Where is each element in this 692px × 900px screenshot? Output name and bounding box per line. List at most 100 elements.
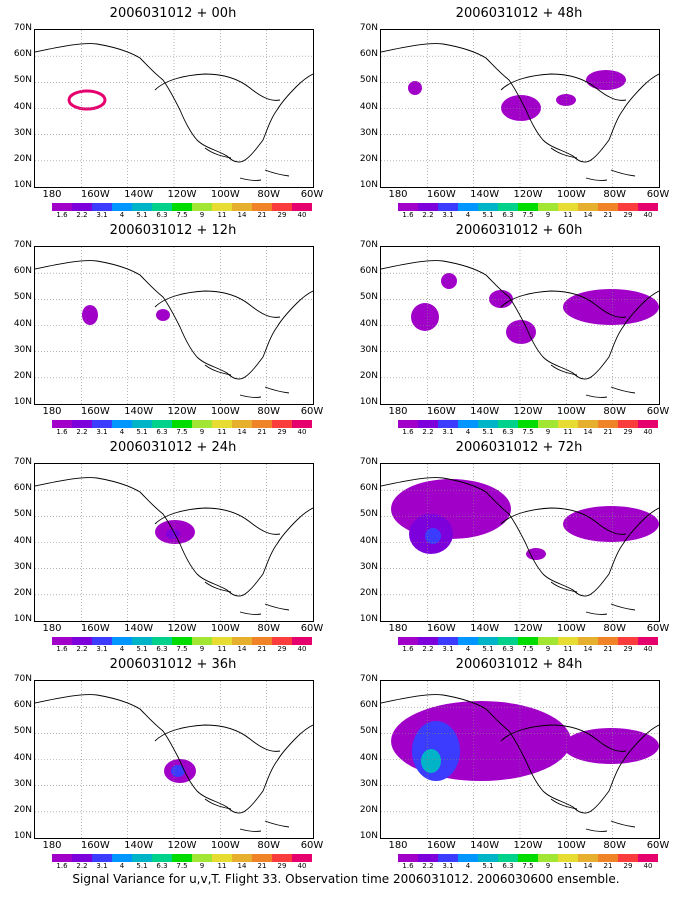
colorbar-label: 14: [237, 645, 247, 653]
longitude-label: 120W: [167, 623, 197, 634]
longitude-label: 80W: [257, 406, 280, 417]
map-frame: [380, 246, 660, 405]
colorbar-swatch: [478, 637, 498, 645]
colorbar-swatch: [478, 854, 498, 862]
colorbar-label: 29: [277, 211, 287, 219]
colorbar-swatch: [212, 420, 232, 428]
colorbar-label: 14: [237, 428, 247, 436]
colorbar-swatch: [498, 854, 518, 862]
coastline: [381, 477, 659, 597]
colorbar-label: 29: [277, 428, 287, 436]
colorbar-swatch: [52, 854, 72, 862]
colorbar-swatch: [398, 637, 418, 645]
signal-region: [411, 303, 439, 331]
longitude-label: 140W: [124, 623, 154, 634]
map-frame: [380, 463, 660, 622]
coastline: [154, 290, 281, 318]
latitude-label: 60N: [13, 49, 32, 60]
longitude-label: 120W: [513, 406, 543, 417]
longitude-label: 180: [42, 189, 62, 200]
panel-title: 2006031012 + 12h: [109, 223, 237, 238]
longitude-label: 80W: [257, 189, 280, 200]
latitude-label: 10N: [359, 397, 378, 407]
signal-region: [556, 94, 576, 106]
coastline: [381, 43, 659, 163]
map-panel: 2006031012 + 24h 70N 60N 50N 40N 30N 20N 10N 180…: [0, 434, 346, 653]
colorbar-label: 14: [583, 645, 593, 653]
latitude-label: 50N: [13, 726, 32, 737]
map-canvas: [381, 464, 659, 621]
colorbar-label: 14: [583, 211, 593, 219]
longitude-label: 160W: [80, 189, 110, 200]
longitude-label: 160W: [426, 406, 456, 417]
colorbar-swatch: [638, 203, 658, 211]
colorbar-swatch: [418, 854, 438, 862]
colorbar-label: 9: [199, 428, 205, 436]
colorbar-label: 3.1: [96, 428, 108, 436]
colorbar-label: 21: [603, 211, 613, 219]
colorbar-label: 2.2: [422, 862, 434, 870]
colorbar-swatch: [272, 637, 292, 645]
colorbar-swatch: [558, 420, 578, 428]
longitude-label: 60W: [646, 406, 670, 417]
colorbar-label: 21: [257, 428, 267, 436]
panel-title: 2006031012 + 48h: [455, 6, 583, 21]
colorbar-label: 7.5: [522, 862, 534, 870]
colorbar-swatch: [112, 854, 132, 862]
longitude-label: 60W: [646, 840, 670, 851]
colorbar-label: 2.2: [76, 428, 88, 436]
colorbar-label: 2.2: [422, 645, 434, 653]
colorbar-label: 21: [603, 862, 613, 870]
colorbar-label: 21: [603, 645, 613, 653]
longitude-label: 120W: [167, 189, 197, 200]
colorbar-swatch: [72, 637, 92, 645]
colorbar-label: 9: [545, 428, 551, 436]
latitude-label: 20N: [13, 587, 32, 598]
colorbar-swatch: [172, 854, 192, 862]
colorbar-label: 6.3: [502, 645, 514, 653]
latitude-label: 30N: [13, 778, 32, 789]
colorbar-label: 1.6: [402, 862, 414, 870]
longitude-label: 120W: [167, 406, 197, 417]
colorbar-swatch: [292, 854, 312, 862]
colorbar-label: 5.1: [482, 211, 494, 219]
colorbar-label: 21: [257, 211, 267, 219]
colorbar-swatch: [438, 854, 458, 862]
colorbar-label: 40: [643, 428, 653, 436]
signal-region: [501, 95, 541, 121]
colorbar-label: 7.5: [176, 211, 188, 219]
signal-region: [586, 70, 626, 90]
colorbar-label: 40: [643, 211, 653, 219]
latitude-label: 70N: [13, 23, 32, 33]
latitude-label: 50N: [359, 509, 378, 520]
panel-title: 2006031012 + 36h: [109, 657, 237, 672]
map-frame: [34, 246, 314, 405]
colorbar-swatch: [252, 420, 272, 428]
colorbar-swatch: [152, 420, 172, 428]
latitude-label: 50N: [359, 726, 378, 737]
colorbar-swatch: [578, 854, 598, 862]
colorbar-swatch: [438, 637, 458, 645]
colorbar-label: 6.3: [156, 211, 168, 219]
colorbar-swatch: [618, 420, 638, 428]
colorbar-label: 11: [217, 211, 227, 219]
colorbar-label: 11: [563, 862, 573, 870]
map-panel: 2006031012 + 00h 70N 60N 50N 40N 30N 20N 10N 180…: [0, 0, 346, 219]
longitude-label: 140W: [470, 623, 500, 634]
colorbar-swatch: [292, 203, 312, 211]
coastline: [550, 147, 636, 181]
colorbar-label: 5.1: [482, 645, 494, 653]
colorbar-label: 3.1: [96, 645, 108, 653]
colorbar-swatch: [498, 637, 518, 645]
latitude-label: 40N: [13, 318, 32, 329]
longitude-label: 100W: [556, 189, 586, 200]
colorbar-label: 2.2: [422, 211, 434, 219]
colorbar-swatch: [598, 203, 618, 211]
longitude-label: 60W: [300, 840, 324, 851]
colorbar-label: 9: [199, 645, 205, 653]
longitude-label: 120W: [513, 623, 543, 634]
map-panel: 2006031012 + 48h 70N 60N 50N 40N 30N 20N 10N 180…: [346, 0, 692, 219]
colorbar-label: 3.1: [442, 211, 454, 219]
colorbar-label: 6.3: [156, 645, 168, 653]
panel-title: 2006031012 + 72h: [455, 440, 583, 455]
